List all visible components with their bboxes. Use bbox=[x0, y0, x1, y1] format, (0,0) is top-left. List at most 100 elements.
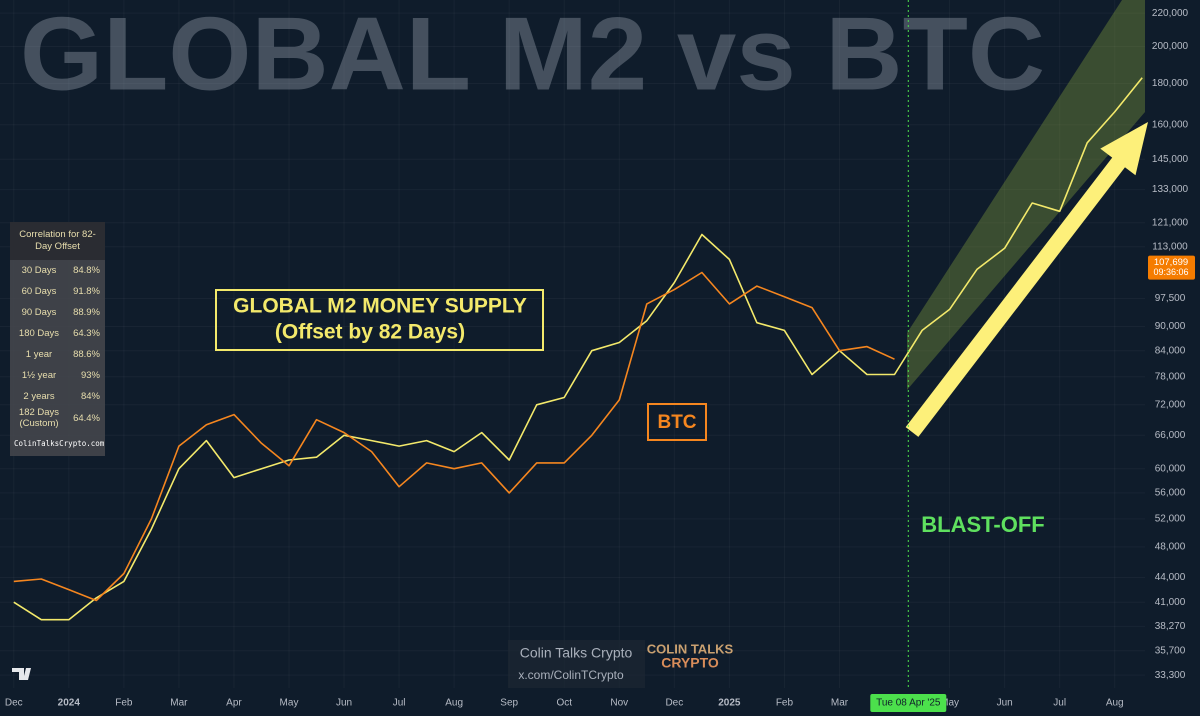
btc-label-box bbox=[647, 403, 707, 441]
m2-label: GLOBAL M2 MONEY SUPPLY bbox=[233, 295, 527, 318]
table-row: 180 Days 64.3% bbox=[10, 323, 105, 344]
price-label-box bbox=[1148, 255, 1195, 280]
y-tick-label: 38,270 bbox=[1155, 621, 1186, 632]
correlation-value: 64.4% bbox=[73, 412, 100, 424]
price-label: 107,699 bbox=[1154, 257, 1188, 268]
period-label: 1½ year bbox=[21, 370, 57, 381]
watermark-handle: x.com/ColinTCrypto bbox=[518, 668, 624, 682]
x-tick-label: Jul bbox=[1053, 698, 1066, 709]
logo-bottom: CRYPTO bbox=[661, 655, 719, 671]
y-tick-label: 78,000 bbox=[1155, 371, 1186, 382]
x-tick-label: May bbox=[280, 698, 299, 709]
x-tick-label: Aug bbox=[1106, 698, 1124, 709]
y-tick-label: 60,000 bbox=[1155, 463, 1186, 474]
grid bbox=[0, 0, 1145, 688]
x-tick-label: Aug bbox=[445, 698, 463, 709]
x-tick-label: Sep bbox=[500, 698, 518, 709]
x-tick-label: May bbox=[940, 698, 959, 709]
btc-label: BTC bbox=[657, 412, 696, 433]
arrow-shaft bbox=[905, 153, 1129, 437]
tv-logo bbox=[12, 668, 31, 680]
price-countdown: 09:36:06 bbox=[1153, 267, 1188, 277]
series-line bbox=[13, 271, 895, 602]
logo-top: COLIN TALKS bbox=[647, 641, 734, 656]
y-tick-label: 44,000 bbox=[1155, 572, 1186, 583]
period-label: 1 year bbox=[25, 349, 53, 360]
x-tick-label: Nov bbox=[610, 698, 628, 709]
y-tick-label: 35,700 bbox=[1155, 645, 1186, 656]
table-title: Correlation for 82-Day Offset bbox=[19, 229, 96, 252]
y-tick-label: 66,000 bbox=[1155, 430, 1186, 441]
chart-title: GLOBAL M2 vs BTC bbox=[20, 0, 1045, 112]
axes: 33,300 35,700 38,270 41,000 44,000 48,000 52,0… bbox=[5, 0, 1195, 712]
x-tick-label: Jun bbox=[997, 698, 1013, 709]
table-row: 60 Days 91.8% bbox=[10, 281, 105, 302]
m2-note: (Offset by 82 Days) bbox=[275, 321, 465, 344]
y-tick-label: 48,000 bbox=[1155, 542, 1186, 553]
y-tick-label: 41,000 bbox=[1155, 597, 1186, 608]
watermark-name: Colin Talks Crypto bbox=[520, 645, 633, 661]
period-label: 60 Days bbox=[21, 286, 57, 297]
table-row: 1½ year 93% bbox=[10, 365, 105, 386]
x-tick-label: Jul bbox=[393, 698, 406, 709]
date-marker-label: Tue 08 Apr '25 bbox=[876, 698, 941, 709]
period-label: 90 Days bbox=[21, 307, 57, 318]
y-tick-label: 97,500 bbox=[1155, 293, 1186, 304]
y-tick-label: 33,300 bbox=[1155, 670, 1186, 681]
y-tick-label: 72,000 bbox=[1155, 399, 1186, 410]
y-tick-label: 56,000 bbox=[1155, 488, 1186, 499]
m2-label-box bbox=[215, 289, 544, 351]
correlation-value: 84% bbox=[80, 391, 100, 402]
table-row: 182 Days (Custom) 64.4% bbox=[10, 407, 105, 429]
series-lines bbox=[13, 77, 1143, 621]
table-row: 90 Days 88.9% bbox=[10, 302, 105, 323]
correlation-value: 88.9% bbox=[73, 307, 100, 318]
table-row: 1 year 88.6% bbox=[10, 344, 105, 365]
period-label: 182 Days (Custom) bbox=[18, 407, 60, 429]
x-tick-label: Feb bbox=[115, 698, 133, 709]
y-tick-label: 180,000 bbox=[1152, 78, 1189, 89]
x-tick-label: 2024 bbox=[58, 698, 81, 709]
table-row: 2 years 84% bbox=[10, 386, 105, 407]
y-tick-label: 121,000 bbox=[1152, 217, 1189, 228]
y-tick-label: 220,000 bbox=[1152, 8, 1189, 19]
table-footer: ColinTalksCrypto.com bbox=[14, 439, 105, 448]
table-row: 30 Days 84.8% bbox=[10, 260, 105, 281]
y-tick-label: 200,000 bbox=[1152, 41, 1189, 52]
y-tick-label: 133,000 bbox=[1152, 184, 1189, 195]
y-tick-label: 84,000 bbox=[1155, 345, 1186, 356]
x-tick-label: Mar bbox=[831, 698, 849, 709]
correlation-value: 88.6% bbox=[73, 349, 100, 360]
correlation-value: 91.8% bbox=[73, 286, 100, 297]
x-tick-label: Mar bbox=[170, 698, 188, 709]
date-marker-box bbox=[870, 694, 947, 712]
y-tick-label: 113,000 bbox=[1152, 241, 1188, 252]
table-header: Correlation for 82-Day Offset bbox=[10, 222, 105, 260]
correlation-table: Correlation for 82-Day Offset 30 Days 84.8… bbox=[10, 222, 105, 456]
correlation-value: 84.8% bbox=[73, 265, 100, 276]
correlation-value: 93% bbox=[80, 370, 100, 381]
y-tick-label: 160,000 bbox=[1152, 119, 1189, 130]
arrow-head bbox=[1100, 122, 1148, 176]
correlation-value: 64.3% bbox=[73, 328, 100, 339]
y-tick-label: 52,000 bbox=[1155, 514, 1186, 525]
x-tick-label: Jun bbox=[336, 698, 352, 709]
period-label: 2 years bbox=[23, 391, 55, 402]
x-tick-label: 2025 bbox=[718, 698, 741, 709]
series-line bbox=[13, 77, 1143, 621]
x-tick-label: Dec bbox=[5, 698, 23, 709]
channel bbox=[907, 0, 1145, 390]
x-tick-label: Dec bbox=[665, 698, 683, 709]
table-footer-cell: ColinTalksCrypto.com bbox=[10, 429, 105, 456]
watermark-box bbox=[508, 640, 645, 688]
y-tick-label: 90,000 bbox=[1155, 321, 1186, 332]
x-tick-label: Apr bbox=[226, 698, 242, 709]
x-tick-label: Oct bbox=[556, 698, 572, 709]
annotation: BLAST-OFF bbox=[921, 512, 1044, 537]
x-tick-label: Feb bbox=[776, 698, 794, 709]
y-tick-label: 145,000 bbox=[1152, 154, 1189, 165]
period-label: 30 Days bbox=[21, 265, 57, 276]
